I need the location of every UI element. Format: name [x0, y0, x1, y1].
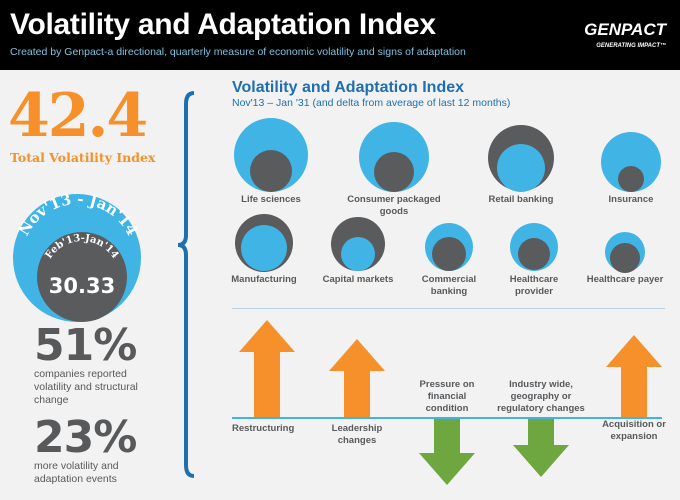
event-label: Restructuring	[232, 423, 295, 434]
bubble-inner	[241, 225, 287, 271]
industry-label: Commercial banking	[421, 274, 477, 297]
industry-label: Capital markets	[322, 274, 394, 285]
bubble-inner	[610, 243, 640, 273]
event-label: Leadership changes	[331, 423, 383, 446]
stat-23-value: 23%	[34, 412, 137, 463]
stat-51-value: 51%	[34, 320, 137, 371]
bubble-inner	[497, 144, 545, 192]
curly-bracket	[177, 91, 195, 478]
header-bar	[0, 0, 680, 70]
genpact-logo: GENPACT	[584, 20, 666, 39]
page-title: Volatility and Adaptation Index	[10, 8, 436, 41]
industry-label: Healthcare payer	[586, 274, 664, 285]
arrow-down-icon	[419, 418, 475, 485]
baseline	[232, 417, 662, 419]
industry-label: Manufacturing	[231, 274, 297, 285]
index-section-subtitle: Nov'13 – Jan '31 (and delta from average…	[232, 97, 511, 109]
logo-tagline: GENERATING IMPACT™	[596, 43, 666, 49]
arrow-down-icon	[513, 418, 569, 477]
total-volatility-index-value: 42.4	[8, 81, 148, 151]
stat-51-text: companies reported volatility and struct…	[34, 368, 138, 406]
bubble-inner	[374, 152, 414, 192]
inner-period-circle	[37, 232, 127, 322]
page-subtitle: Created by Genpact-a directional, quarte…	[10, 46, 466, 58]
event-label: Acquisition or expansion	[602, 419, 666, 442]
inner-period-value: 30.33	[49, 274, 115, 298]
index-section-title: Volatility and Adaptation Index	[232, 79, 465, 96]
arrow-up-icon	[239, 320, 295, 418]
industry-label: Retail banking	[488, 194, 554, 205]
bubble-inner	[518, 238, 550, 270]
bubble-inner	[250, 150, 292, 192]
industry-label: Healthcare provider	[509, 274, 559, 297]
section-divider	[232, 308, 665, 309]
industry-label: Life sciences	[241, 194, 301, 205]
arrow-up-icon	[606, 335, 662, 418]
bubble-inner	[432, 237, 466, 271]
industry-label: Insurance	[608, 194, 654, 205]
event-label: Industry wide, geography or regulatory c…	[497, 379, 585, 414]
industry-label: Consumer packaged goods	[347, 194, 441, 217]
bubble-inner	[341, 237, 375, 271]
event-label: Pressure on financial condition	[419, 379, 475, 414]
arrow-up-icon	[329, 339, 385, 418]
period-comparison-circles: Nov'13 - Jan'14 Feb'13-Jan'14 30.33	[13, 190, 141, 322]
stat-23-text: more volatility and adaptation events	[34, 460, 119, 485]
bubble-inner	[618, 166, 644, 192]
bubble-outer	[601, 132, 661, 192]
total-volatility-index-label: Total Volatility Index	[10, 150, 156, 165]
